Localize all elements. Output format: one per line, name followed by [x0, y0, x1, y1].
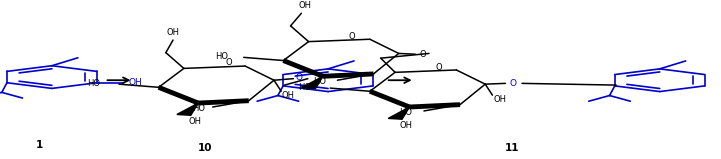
- Text: O: O: [296, 73, 303, 82]
- Text: OH: OH: [298, 1, 311, 10]
- Text: OH: OH: [493, 95, 506, 104]
- Text: HO: HO: [87, 79, 100, 88]
- Text: O: O: [226, 58, 232, 67]
- Text: 11: 11: [505, 143, 519, 153]
- Text: OH: OH: [188, 117, 201, 126]
- Polygon shape: [301, 76, 323, 89]
- Text: 10: 10: [198, 143, 213, 153]
- Text: OH: OH: [282, 91, 295, 100]
- Text: HO: HO: [313, 77, 326, 86]
- Text: HO: HO: [192, 104, 205, 113]
- Polygon shape: [388, 107, 410, 119]
- Text: HO: HO: [216, 52, 229, 61]
- Text: OH: OH: [167, 28, 180, 37]
- Text: O: O: [349, 32, 355, 41]
- Text: O: O: [435, 63, 442, 72]
- Text: 1: 1: [36, 140, 43, 150]
- Text: OH: OH: [399, 121, 412, 130]
- Polygon shape: [177, 103, 198, 115]
- Text: HO: HO: [298, 83, 311, 92]
- Text: O: O: [509, 79, 516, 88]
- Text: OH: OH: [129, 78, 143, 87]
- Text: HO: HO: [399, 108, 412, 117]
- Text: O: O: [419, 50, 426, 59]
